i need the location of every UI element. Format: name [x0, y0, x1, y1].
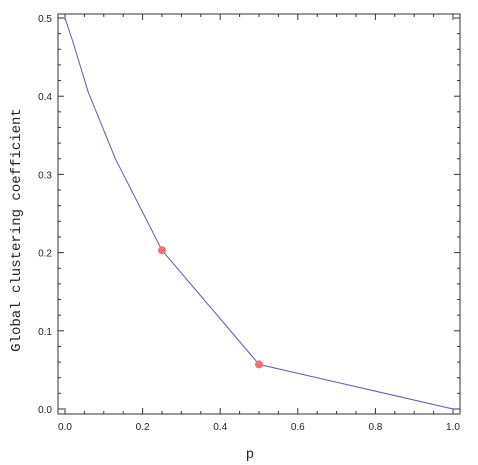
x-tick-label: 0.8: [368, 422, 382, 433]
highlight-point: [158, 246, 166, 255]
x-axis-label: p: [246, 447, 254, 463]
y-tick-label: 0.3: [38, 170, 52, 181]
y-tick-label: 0.5: [38, 14, 52, 25]
y-tick-label: 0.0: [38, 405, 52, 416]
y-tick-label: 0.1: [38, 327, 52, 338]
x-tick-label: 0.6: [291, 422, 305, 433]
y-tick-label: 0.4: [38, 92, 52, 103]
x-tick-label: 0.4: [213, 422, 227, 433]
x-tick-label: 1.0: [446, 422, 460, 433]
series-line: [64, 17, 454, 410]
x-tick-label: 0.2: [136, 422, 150, 433]
y-tick-label: 0.2: [38, 249, 52, 260]
tick-labels: 0.0 0.2 0.4 0.6 0.8 1.0 0.0 0.1 0.2 0.3 0.4 0.5: [38, 14, 460, 433]
x-tick-label: 0.0: [58, 422, 72, 433]
axis-ticks: [58, 14, 460, 414]
highlight-point: [255, 360, 263, 369]
y-axis-label: Global clustering coefficient: [9, 108, 25, 352]
plot-frame: [57, 13, 461, 415]
highlight-markers: [158, 246, 263, 369]
